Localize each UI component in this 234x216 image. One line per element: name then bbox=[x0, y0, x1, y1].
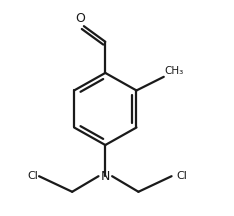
Text: Cl: Cl bbox=[176, 171, 187, 181]
Text: Cl: Cl bbox=[27, 171, 38, 181]
Text: N: N bbox=[101, 170, 110, 183]
Text: O: O bbox=[75, 12, 85, 25]
Text: CH₃: CH₃ bbox=[165, 66, 184, 76]
